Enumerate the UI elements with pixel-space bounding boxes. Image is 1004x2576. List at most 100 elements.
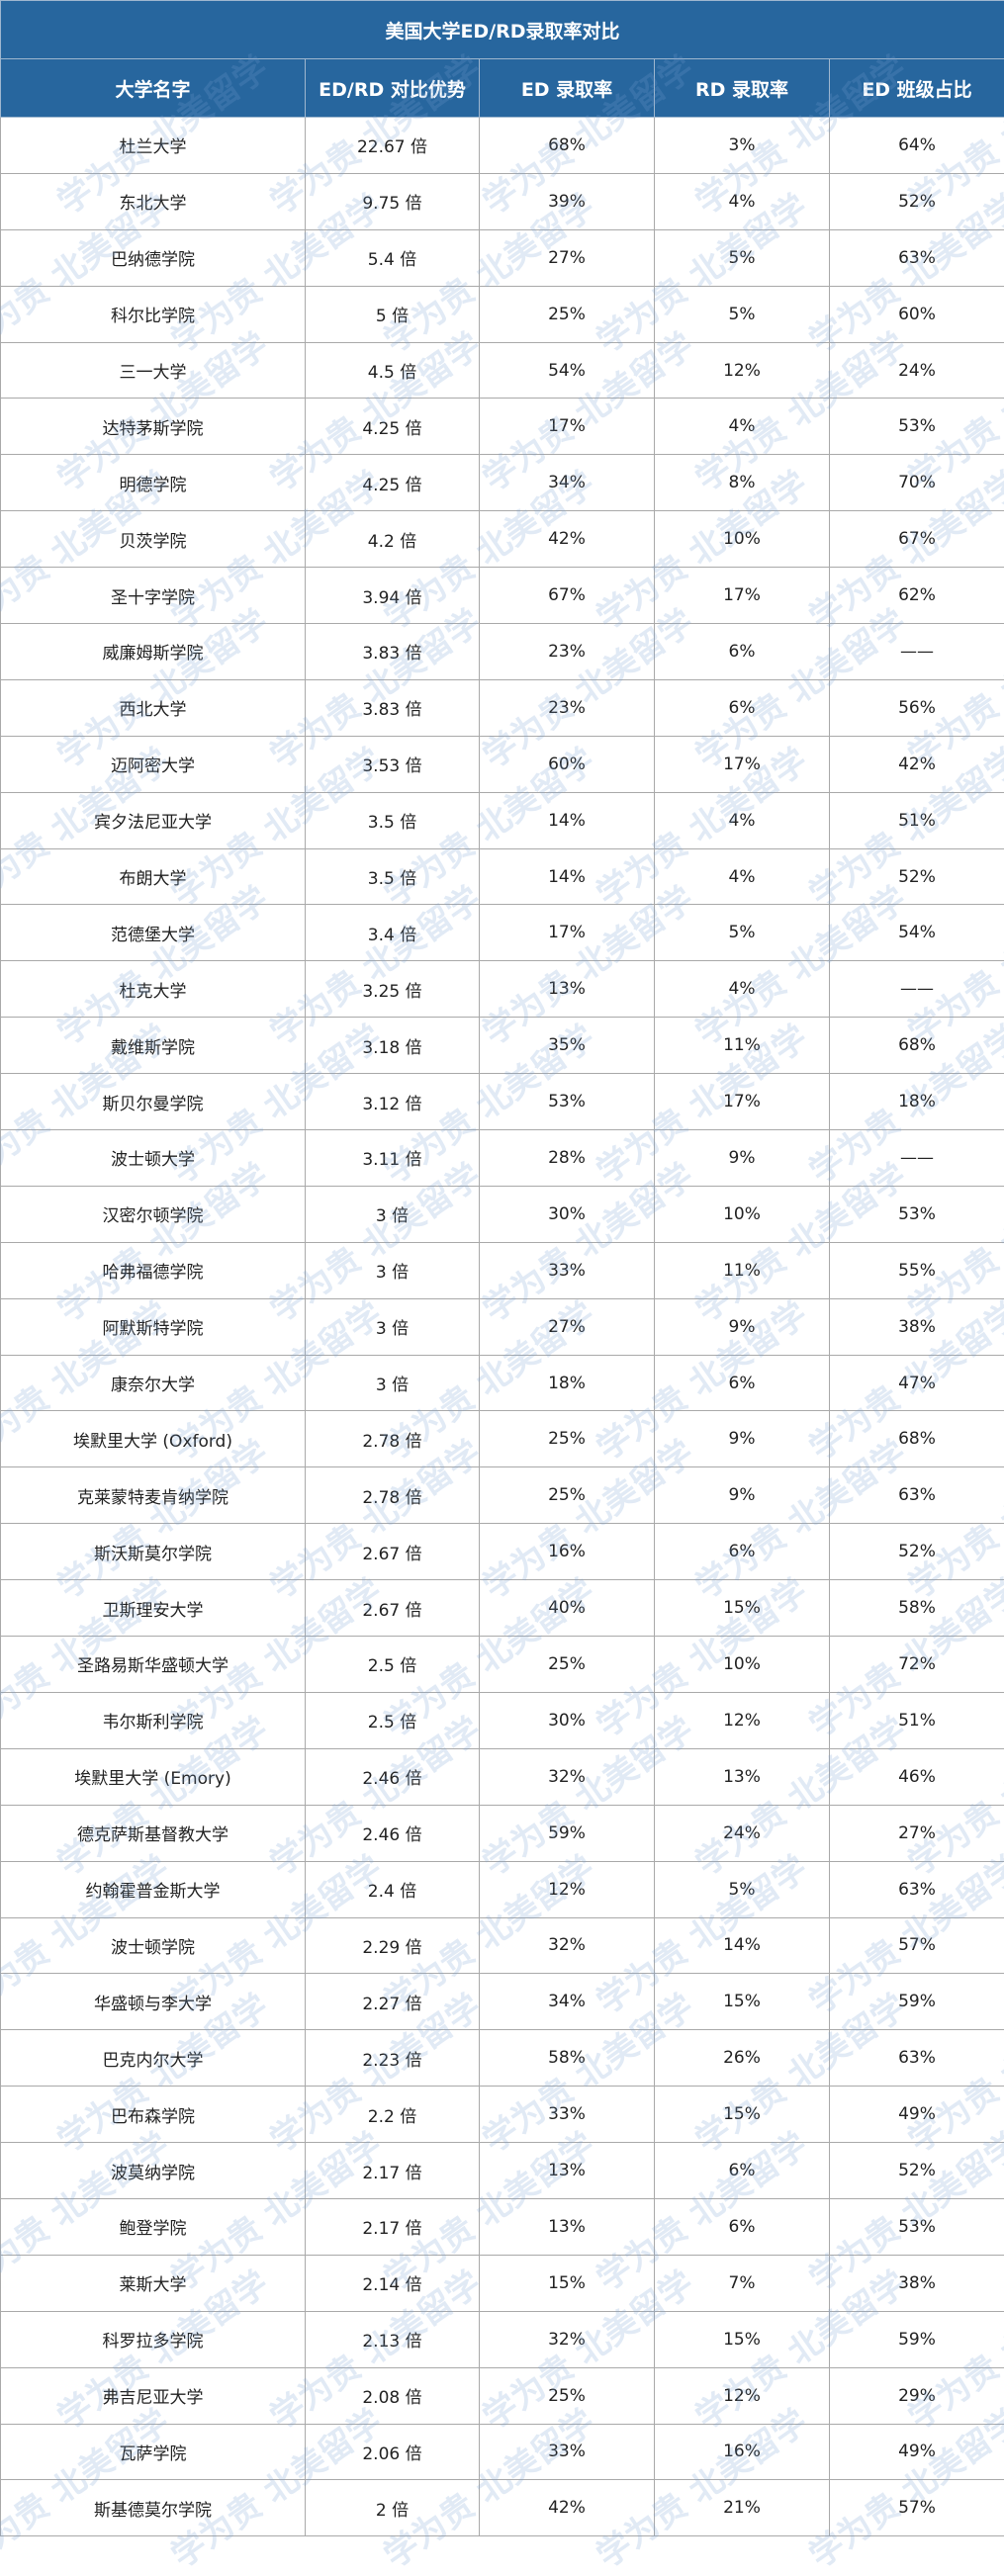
university-name-cell: 戴维斯学院 <box>1 1018 306 1074</box>
ed-class-share-cell: 47% <box>830 1355 1004 1411</box>
ed-rd-advantage-cell: 3.25 倍 <box>306 961 480 1018</box>
ed-class-share-cell: 42% <box>830 736 1004 792</box>
ed-class-share-cell: 52% <box>830 173 1004 229</box>
rd-rate-cell: 4% <box>655 848 830 905</box>
rd-rate-cell: 12% <box>655 1692 830 1748</box>
university-name-cell: 宾夕法尼亚大学 <box>1 792 306 848</box>
ed-class-share-cell: 49% <box>830 2424 1004 2480</box>
ed-class-share-cell: 18% <box>830 1074 1004 1130</box>
ed-rate-cell: 12% <box>480 1861 655 1917</box>
ed-rate-cell: 27% <box>480 1298 655 1355</box>
rd-rate-cell: 13% <box>655 1748 830 1805</box>
rd-rate-cell: 6% <box>655 2143 830 2199</box>
ed-rate-cell: 30% <box>480 1692 655 1748</box>
header-university: 大学名字 <box>1 59 306 118</box>
ed-rate-cell: 17% <box>480 399 655 455</box>
rd-rate-cell: 11% <box>655 1242 830 1298</box>
ed-rate-cell: 68% <box>480 118 655 174</box>
ed-class-share-cell: 68% <box>830 1018 1004 1074</box>
ed-rate-cell: 25% <box>480 1411 655 1467</box>
university-name-cell: 斯贝尔曼学院 <box>1 1074 306 1130</box>
ed-rate-cell: 32% <box>480 2311 655 2367</box>
ed-class-share-cell: 72% <box>830 1637 1004 1693</box>
university-name-cell: 哈弗福德学院 <box>1 1242 306 1298</box>
ed-rate-cell: 25% <box>480 1637 655 1693</box>
ed-rd-advantage-cell: 2 倍 <box>306 2480 480 2536</box>
ed-rd-advantage-cell: 3.4 倍 <box>306 905 480 961</box>
rd-rate-cell: 12% <box>655 2367 830 2424</box>
ed-rate-cell: 42% <box>480 511 655 568</box>
rd-rate-cell: 21% <box>655 2480 830 2536</box>
ed-rd-advantage-cell: 2.17 倍 <box>306 2198 480 2255</box>
rd-rate-cell: 4% <box>655 399 830 455</box>
ed-class-share-cell: 52% <box>830 1524 1004 1580</box>
ed-rd-advantage-cell: 3 倍 <box>306 1355 480 1411</box>
ed-class-share-cell: —— <box>830 1130 1004 1187</box>
ed-class-share-cell: 63% <box>830 229 1004 286</box>
ed-rd-advantage-cell: 3.11 倍 <box>306 1130 480 1187</box>
ed-rd-advantage-cell: 3.18 倍 <box>306 1018 480 1074</box>
ed-rate-cell: 14% <box>480 848 655 905</box>
university-name-cell: 鲍登学院 <box>1 2198 306 2255</box>
rd-rate-cell: 6% <box>655 2198 830 2255</box>
ed-rd-advantage-cell: 9.75 倍 <box>306 173 480 229</box>
header-ed-class-share: ED 班级占比 <box>830 59 1004 118</box>
university-name-cell: 巴纳德学院 <box>1 229 306 286</box>
ed-class-share-cell: 53% <box>830 399 1004 455</box>
university-name-cell: 达特茅斯学院 <box>1 399 306 455</box>
university-name-cell: 威廉姆斯学院 <box>1 624 306 680</box>
ed-rd-advantage-cell: 2.23 倍 <box>306 2030 480 2087</box>
ed-class-share-cell: 51% <box>830 792 1004 848</box>
ed-rate-cell: 16% <box>480 1524 655 1580</box>
ed-class-share-cell: 60% <box>830 286 1004 342</box>
rd-rate-cell: 5% <box>655 905 830 961</box>
university-name-cell: 埃默里大学 (Emory) <box>1 1748 306 1805</box>
ed-class-share-cell: 67% <box>830 511 1004 568</box>
university-name-cell: 瓦萨学院 <box>1 2424 306 2480</box>
rd-rate-cell: 6% <box>655 1355 830 1411</box>
ed-rate-cell: 33% <box>480 2424 655 2480</box>
ed-rate-cell: 60% <box>480 736 655 792</box>
ed-class-share-cell: 55% <box>830 1242 1004 1298</box>
university-name-cell: 康奈尔大学 <box>1 1355 306 1411</box>
ed-rd-advantage-cell: 5 倍 <box>306 286 480 342</box>
university-name-cell: 汉密尔顿学院 <box>1 1186 306 1242</box>
ed-rate-cell: 28% <box>480 1130 655 1187</box>
ed-class-share-cell: 46% <box>830 1748 1004 1805</box>
rd-rate-cell: 4% <box>655 792 830 848</box>
ed-class-share-cell: 24% <box>830 342 1004 399</box>
ed-class-share-cell: 57% <box>830 1917 1004 1974</box>
university-name-cell: 阿默斯特学院 <box>1 1298 306 1355</box>
ed-rate-cell: 23% <box>480 624 655 680</box>
ed-rate-cell: 25% <box>480 1467 655 1524</box>
header-ed-rd-advantage: ED/RD 对比优势 <box>306 59 480 118</box>
ed-rd-advantage-cell: 2.4 倍 <box>306 1861 480 1917</box>
ed-rd-advantage-cell: 2.67 倍 <box>306 1524 480 1580</box>
rd-rate-cell: 3% <box>655 118 830 174</box>
ed-class-share-cell: 27% <box>830 1805 1004 1861</box>
table-header-row: 大学名字 ED/RD 对比优势 ED 录取率 RD 录取率 ED 班级占比 <box>1 59 1004 118</box>
rd-rate-cell: 9% <box>655 1467 830 1524</box>
ed-rd-advantage-cell: 3.83 倍 <box>306 679 480 736</box>
ed-class-share-cell: 49% <box>830 2087 1004 2143</box>
ed-rd-advantage-cell: 2.78 倍 <box>306 1467 480 1524</box>
